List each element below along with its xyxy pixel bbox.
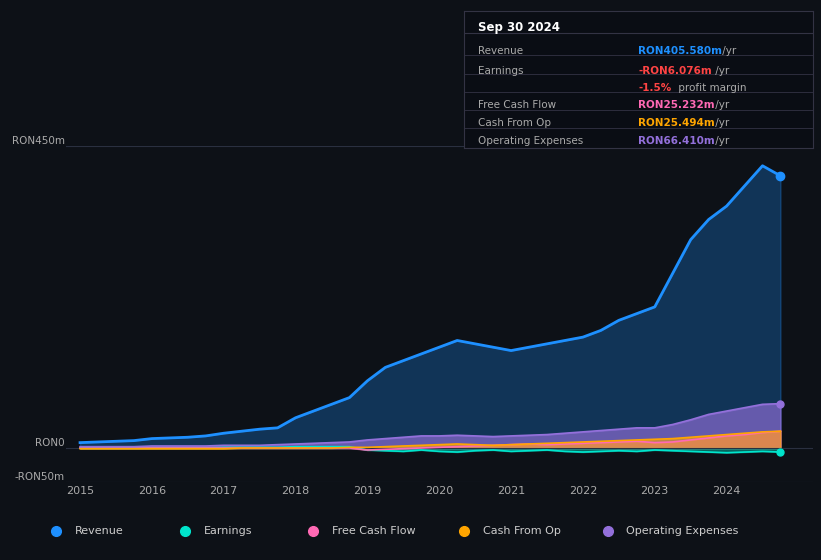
Text: Sep 30 2024: Sep 30 2024 xyxy=(478,21,560,34)
Text: RON25.232m: RON25.232m xyxy=(639,100,715,110)
Text: -1.5%: -1.5% xyxy=(639,82,672,92)
Text: Free Cash Flow: Free Cash Flow xyxy=(332,526,415,536)
Text: Earnings: Earnings xyxy=(478,66,523,76)
Text: /yr: /yr xyxy=(712,118,729,128)
Text: /yr: /yr xyxy=(712,136,729,146)
Text: RON0: RON0 xyxy=(35,438,65,448)
Text: Revenue: Revenue xyxy=(478,45,523,55)
Text: profit margin: profit margin xyxy=(675,82,746,92)
Text: Cash From Op: Cash From Op xyxy=(483,526,561,536)
Text: Operating Expenses: Operating Expenses xyxy=(478,136,583,146)
Text: /yr: /yr xyxy=(712,66,729,76)
Text: RON405.580m: RON405.580m xyxy=(639,45,722,55)
Text: -RON6.076m: -RON6.076m xyxy=(639,66,712,76)
Text: RON450m: RON450m xyxy=(12,136,65,146)
Text: Cash From Op: Cash From Op xyxy=(478,118,551,128)
Text: Revenue: Revenue xyxy=(75,526,124,536)
Text: Free Cash Flow: Free Cash Flow xyxy=(478,100,556,110)
Text: /yr: /yr xyxy=(719,45,736,55)
Text: Earnings: Earnings xyxy=(204,526,252,536)
Text: Operating Expenses: Operating Expenses xyxy=(626,526,739,536)
Text: -RON50m: -RON50m xyxy=(15,472,65,482)
Text: RON25.494m: RON25.494m xyxy=(639,118,715,128)
Text: /yr: /yr xyxy=(712,100,729,110)
Text: RON66.410m: RON66.410m xyxy=(639,136,715,146)
